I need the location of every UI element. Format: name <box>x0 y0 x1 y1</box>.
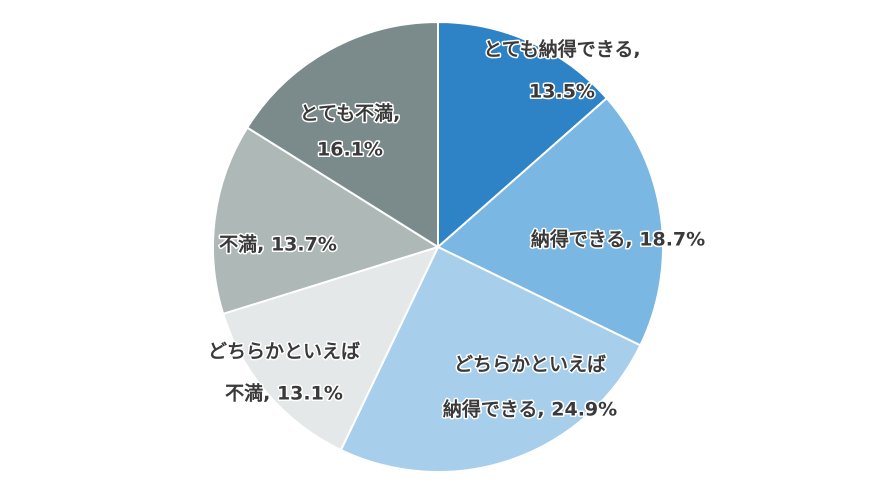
slice-label: 13.5% <box>529 81 595 103</box>
pie-slice <box>437 20 609 250</box>
pie-slice <box>339 245 642 473</box>
slice-label: どちらかといえば <box>208 341 360 363</box>
slice-label: 不満, 13.7% <box>219 234 337 256</box>
slice-labels: とても納得できる,13.5%納得できる, 18.7%どちらかといえば納得できる,… <box>206 36 706 422</box>
pie-slice <box>436 96 664 347</box>
slice-label: 納得できる, 18.7% <box>531 228 705 251</box>
pie-slices <box>212 20 664 473</box>
slice-label: 納得できる, 24.9% <box>443 398 617 421</box>
pie-slice <box>245 20 439 249</box>
slice-label: 16.1% <box>317 139 383 161</box>
slice-label: とても不満, <box>300 103 401 125</box>
slice-label: 不満, 13.1% <box>225 383 343 405</box>
slice-label: とても納得できる, <box>483 38 640 61</box>
pie-slice <box>212 126 441 316</box>
slice-label: どちらかといえば <box>454 354 606 376</box>
